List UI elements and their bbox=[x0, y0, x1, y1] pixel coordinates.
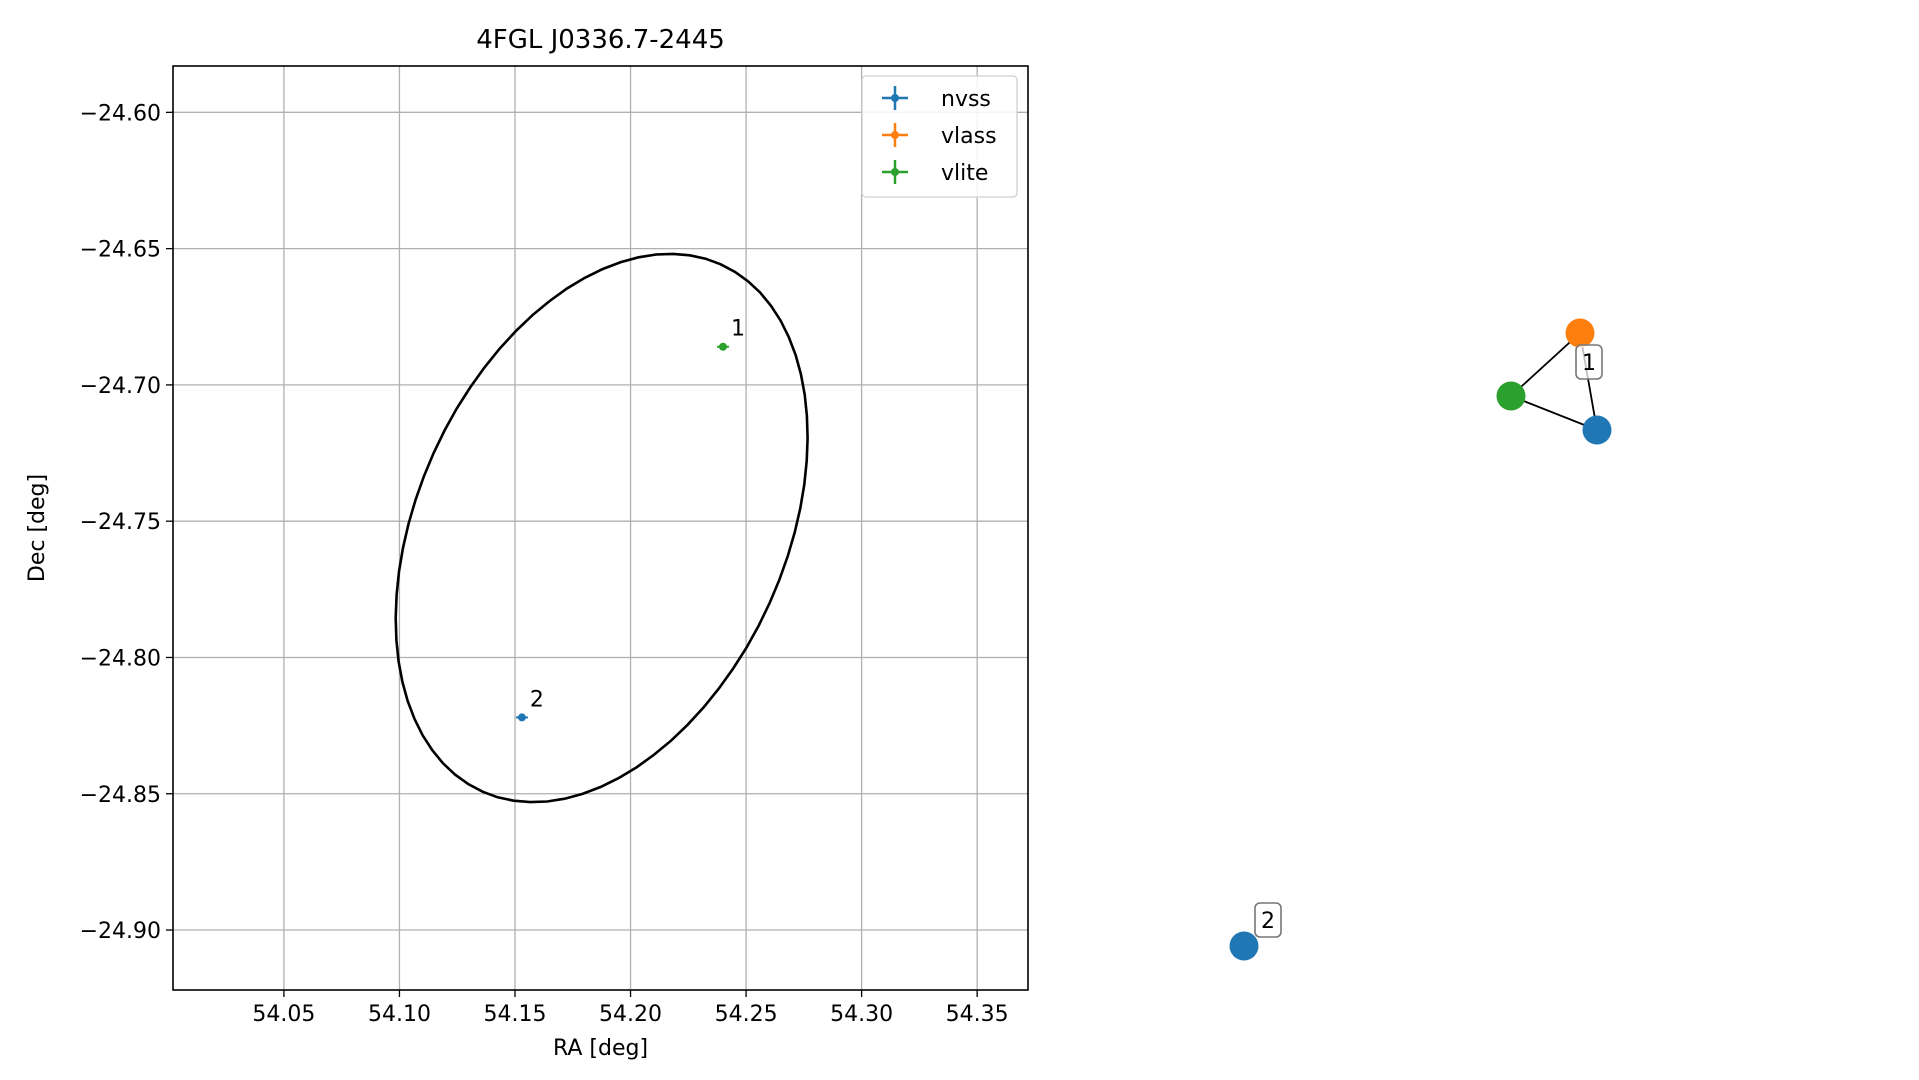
group-label-box bbox=[1575, 344, 1603, 380]
legend-marker-vlite bbox=[882, 160, 908, 184]
legend-label-vlass: vlass bbox=[941, 124, 997, 149]
graph-nodes bbox=[1229, 318, 1612, 961]
x-tick-label: 54.30 bbox=[830, 1002, 893, 1027]
group-label: 2 bbox=[1261, 909, 1275, 934]
uncertainty-ellipse-layer bbox=[394, 252, 809, 804]
grid bbox=[173, 66, 1028, 990]
x-tick-label: 54.10 bbox=[368, 1002, 431, 1027]
uncertainty-ellipse bbox=[394, 252, 809, 804]
x-tick-label: 54.20 bbox=[599, 1002, 662, 1027]
graph-node-nvss-1 bbox=[1582, 415, 1612, 445]
group-label: 1 bbox=[1582, 351, 1596, 376]
x-tick-label: 54.15 bbox=[484, 1002, 547, 1027]
graph-node-nvss-2 bbox=[1229, 931, 1259, 961]
y-tick-label: −24.75 bbox=[80, 510, 161, 535]
point-annotation: 1 bbox=[731, 317, 745, 342]
point-annotation: 2 bbox=[530, 687, 544, 712]
plot-frame bbox=[172, 65, 1029, 991]
x-tick-label: 54.35 bbox=[946, 1002, 1009, 1027]
y-tick-label: −24.85 bbox=[80, 783, 161, 808]
chart-title: 4FGL J0336.7-2445 bbox=[476, 25, 725, 55]
legend-label-nvss: nvss bbox=[941, 87, 991, 112]
y-tick-label: −24.60 bbox=[80, 101, 161, 126]
y-tick-label: −24.90 bbox=[80, 919, 161, 944]
legend-label-vlite: vlite bbox=[941, 161, 988, 186]
legend-marker-nvss bbox=[882, 86, 908, 110]
association-graph: 12 bbox=[1229, 318, 1612, 961]
graph-edge bbox=[1510, 332, 1581, 397]
group-label-box bbox=[1254, 902, 1282, 938]
graph-node-vlass-1 bbox=[1565, 318, 1595, 348]
data-point-nvss bbox=[515, 713, 528, 722]
legend-box bbox=[861, 75, 1018, 198]
data-point-vlite bbox=[716, 342, 729, 351]
y-tick-label: −24.70 bbox=[80, 374, 161, 399]
source-points: 21 bbox=[515, 317, 745, 722]
graph-group-labels: 12 bbox=[1254, 344, 1603, 938]
x-tick-label: 54.05 bbox=[252, 1002, 315, 1027]
y-axis-label: Dec [deg] bbox=[25, 474, 50, 582]
graph-node-vlite-1 bbox=[1496, 381, 1526, 411]
legend: nvss vlass vlite bbox=[861, 75, 1018, 198]
x-tick-label: 54.25 bbox=[715, 1002, 778, 1027]
legend-marker-vlass bbox=[882, 123, 908, 147]
axis-ticks: 54.05 54.10 54.15 54.20 54.25 54.30 54.35 −24.6… bbox=[80, 101, 1009, 1027]
y-tick-label: −24.80 bbox=[80, 646, 161, 671]
x-axis-label: RA [deg] bbox=[553, 1036, 648, 1061]
y-tick-label: −24.65 bbox=[80, 238, 161, 263]
scatter-plot: 21 54.05 54.10 54.15 54.20 54.25 54.30 54.35−2… bbox=[25, 25, 1029, 1061]
graph-edge bbox=[1510, 395, 1598, 431]
